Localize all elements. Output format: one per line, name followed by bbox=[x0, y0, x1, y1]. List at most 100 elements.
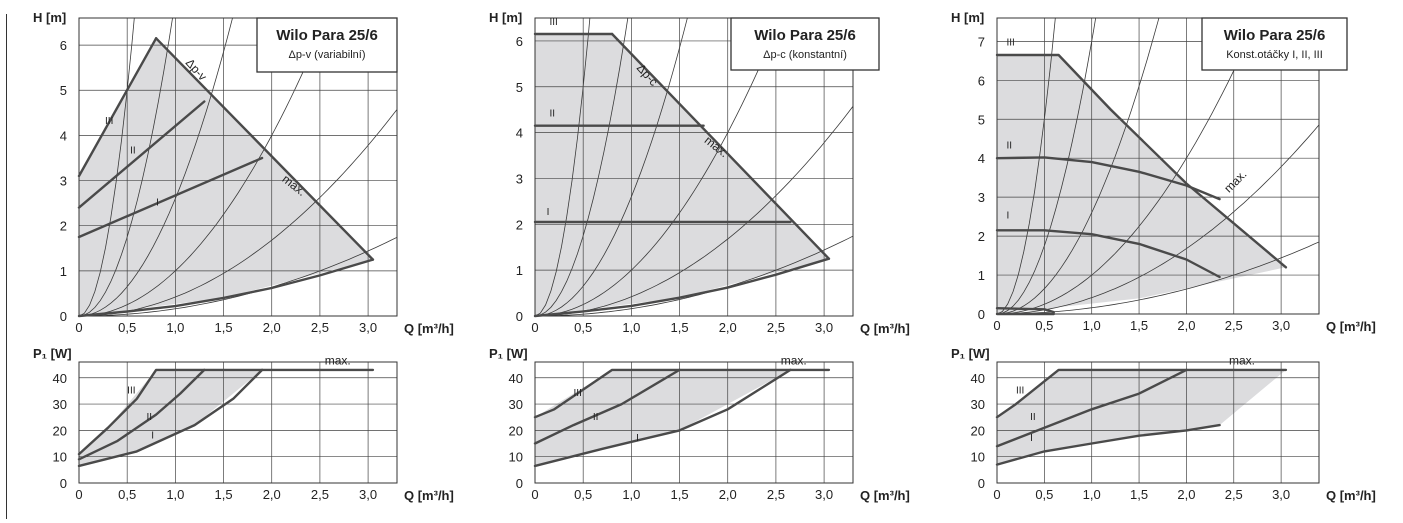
y-tick-label: 4 bbox=[60, 128, 67, 143]
operating-range-area bbox=[997, 369, 1286, 465]
curve-annotation: I bbox=[636, 433, 639, 444]
system-curve bbox=[79, 18, 173, 316]
x-tick-label: 3,0 bbox=[815, 487, 833, 502]
y-tick-label: 0 bbox=[978, 476, 985, 491]
curve-annotation: I bbox=[1030, 433, 1033, 444]
y-tick-label: 0 bbox=[60, 476, 67, 491]
system-curve bbox=[997, 18, 1160, 314]
y-axis-label: H [m] bbox=[489, 10, 522, 25]
x-tick-label: 2,0 bbox=[719, 487, 737, 502]
curve-annotation: II bbox=[1006, 140, 1012, 151]
x-axis-label: Q [m³/h] bbox=[860, 488, 910, 503]
chart-subtitle: Δp-c (konstantní) bbox=[763, 49, 847, 61]
system-curve bbox=[535, 18, 591, 316]
series-line-I bbox=[77, 156, 264, 239]
x-tick-label: 2,0 bbox=[263, 487, 281, 502]
y-tick-label: 40 bbox=[53, 371, 67, 386]
y-tick-label: 10 bbox=[53, 450, 67, 465]
x-axis-label: Q [m³/h] bbox=[404, 488, 454, 503]
x-tick-label: 3,0 bbox=[359, 320, 377, 335]
y-tick-label: 0 bbox=[978, 307, 985, 322]
curve-annotation: III bbox=[1006, 37, 1014, 48]
y-tick-label: 6 bbox=[60, 38, 67, 53]
operating-range-area bbox=[535, 369, 791, 466]
series-line-II bbox=[77, 100, 206, 209]
x-tick-label: 0,5 bbox=[118, 320, 136, 335]
x-tick-label: 1,0 bbox=[1083, 318, 1101, 333]
x-tick-label: 0,5 bbox=[1035, 318, 1053, 333]
x-tick-label: 0 bbox=[75, 320, 82, 335]
x-tick-label: 2,0 bbox=[719, 320, 737, 335]
y-tick-label: 1 bbox=[60, 264, 67, 279]
series-line-I bbox=[533, 368, 792, 468]
x-tick-label: 2,0 bbox=[1177, 487, 1195, 502]
y-tick-label: 3 bbox=[516, 171, 523, 186]
x-tick-label: 1,5 bbox=[1130, 318, 1148, 333]
system-curve bbox=[535, 18, 688, 316]
x-tick-label: 1,0 bbox=[1083, 487, 1101, 502]
chart-p1: 0 0,5 1,0 1,5 2,0 2,5 3,0 0 10 20 30 40 P₁ [W] Q [m³/… bbox=[33, 346, 454, 503]
y-tick-label: 5 bbox=[516, 80, 523, 95]
chart-p3: 0 0,5 1,0 1,5 2,0 2,5 3,0 0 10 20 30 40 P₁ [W] Q [m³/… bbox=[951, 346, 1376, 503]
y-tick-label: 3 bbox=[60, 174, 67, 189]
curve-annotation: III bbox=[549, 17, 557, 28]
y-tick-label: 20 bbox=[53, 423, 67, 438]
x-tick-label: 1,0 bbox=[622, 320, 640, 335]
y-tick-label: 30 bbox=[53, 397, 67, 412]
x-tick-label: 3,0 bbox=[1272, 487, 1290, 502]
x-tick-label: 1,0 bbox=[166, 487, 184, 502]
y-tick-label: 6 bbox=[978, 73, 985, 88]
y-tick-label: 3 bbox=[978, 190, 985, 205]
y-tick-label: 10 bbox=[971, 450, 985, 465]
y-tick-label: 7 bbox=[978, 34, 985, 49]
title-box bbox=[730, 17, 880, 71]
x-tick-label: 2,0 bbox=[263, 320, 281, 335]
x-tick-label: 0 bbox=[531, 320, 538, 335]
y-axis-label: P₁ [W] bbox=[951, 346, 990, 361]
series-line-I bbox=[995, 229, 1221, 279]
chart-subtitle: Konst.otáčky I, II, III bbox=[1226, 49, 1323, 61]
system-curve bbox=[79, 236, 397, 316]
system-curve bbox=[535, 235, 853, 316]
y-tick-label: 40 bbox=[509, 371, 523, 386]
series-line-max bbox=[610, 32, 831, 260]
curve-annotation: III bbox=[105, 116, 113, 127]
series-line-II bbox=[995, 368, 1188, 448]
y-tick-label: 2 bbox=[516, 217, 523, 232]
chart-title: Wilo Para 25/6 bbox=[754, 27, 856, 44]
series-line-I bbox=[995, 423, 1221, 466]
x-tick-label: 2,5 bbox=[311, 487, 329, 502]
y-tick-label: 20 bbox=[509, 423, 523, 438]
x-tick-label: 3,0 bbox=[359, 487, 377, 502]
y-tick-label: 4 bbox=[516, 126, 523, 141]
x-tick-label: 2,5 bbox=[1225, 487, 1243, 502]
x-axis-label: Q [m³/h] bbox=[404, 321, 454, 336]
curve-annotation: I bbox=[547, 207, 550, 218]
x-tick-label: 1,5 bbox=[215, 487, 233, 502]
x-tick-label: 2,0 bbox=[1177, 318, 1195, 333]
y-axis-label: P₁ [W] bbox=[489, 346, 528, 361]
system-curve bbox=[79, 18, 135, 316]
curve-annotation: II bbox=[146, 412, 152, 423]
y-tick-label: 30 bbox=[971, 397, 985, 412]
y-tick-label: 2 bbox=[978, 229, 985, 244]
curve-annotation: II bbox=[1030, 412, 1036, 423]
x-tick-label: 2,5 bbox=[311, 320, 329, 335]
series-line-max bbox=[154, 37, 375, 261]
y-tick-label: 5 bbox=[978, 112, 985, 127]
operating-range-area bbox=[79, 38, 373, 317]
x-tick-label: 0 bbox=[993, 487, 1000, 502]
plot-frame bbox=[534, 17, 854, 317]
chart-h2: 0 0,5 1,0 1,5 2,0 2,5 3,0 0 1 2 3 4 5 6 H [m] Q [m³/h] Δ… bbox=[489, 10, 910, 336]
x-tick-label: 1,0 bbox=[622, 487, 640, 502]
plot-frame bbox=[78, 361, 398, 484]
series-line-III bbox=[77, 37, 158, 178]
curve-annotation: III bbox=[1016, 386, 1024, 397]
y-tick-label: 30 bbox=[509, 397, 523, 412]
series-line-III bbox=[995, 368, 1288, 419]
series-line-base bbox=[77, 258, 375, 318]
y-tick-label: 20 bbox=[971, 423, 985, 438]
curve-annotation: max. bbox=[325, 354, 351, 368]
